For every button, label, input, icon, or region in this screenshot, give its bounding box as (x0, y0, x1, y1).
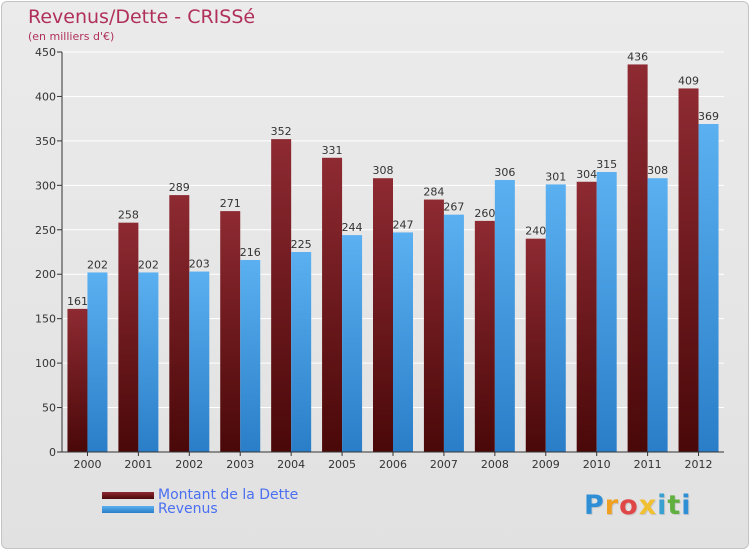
bar-dette (118, 222, 139, 452)
legend-swatch-revenus (102, 505, 154, 513)
bar-dette (322, 157, 343, 452)
x-tick-label: 2001 (124, 458, 152, 471)
bar-dette (169, 195, 190, 452)
data-label-dette: 308 (373, 164, 394, 177)
bar-revenus (393, 232, 413, 452)
legend-label-revenus: Revenus (158, 501, 218, 517)
data-label-dette: 258 (118, 209, 139, 222)
bar-revenus (443, 214, 464, 452)
logo-letter: r (604, 490, 620, 521)
bar-dette (67, 308, 88, 452)
bar-dette (474, 220, 495, 452)
data-label-revenus: 308 (647, 164, 668, 177)
data-label-revenus: 315 (596, 158, 617, 171)
y-tick-label: 0 (49, 446, 56, 459)
legend-item-dette: Montant de la Dette (102, 487, 299, 503)
y-tick-label: 350 (35, 135, 56, 148)
x-tick-label: 2009 (532, 458, 560, 471)
bar-revenus (545, 184, 566, 452)
proxiti-logo: Proxiti (584, 490, 692, 521)
bar-revenus (342, 235, 363, 452)
data-label-dette: 240 (525, 225, 546, 238)
y-tick-label: 450 (35, 46, 56, 59)
data-label-revenus: 369 (698, 110, 719, 123)
data-label-dette: 331 (322, 144, 343, 157)
logo-letter: P (584, 490, 605, 521)
data-label-dette: 304 (576, 168, 597, 181)
bar-revenus (494, 180, 515, 452)
bar-dette (220, 211, 241, 452)
data-label-dette: 161 (67, 295, 88, 308)
bar-revenus (138, 272, 159, 452)
logo-letter: i (657, 490, 668, 521)
y-tick-label: 400 (35, 90, 56, 103)
y-tick-label: 300 (35, 179, 56, 192)
y-tick-label: 200 (35, 268, 56, 281)
data-label-revenus: 225 (291, 238, 312, 251)
data-label-revenus: 306 (494, 166, 515, 179)
data-label-revenus: 202 (87, 258, 108, 271)
bar-dette (576, 181, 597, 452)
legend-item-revenus: Revenus (102, 501, 298, 517)
legend-label-dette: Montant de la Dette (158, 487, 299, 503)
x-tick-label: 2011 (634, 458, 662, 471)
bar-revenus (596, 172, 617, 452)
x-tick-label: 2007 (430, 458, 458, 471)
legend-swatch-dette (102, 491, 154, 499)
data-label-revenus: 267 (443, 201, 464, 214)
bar-revenus (647, 178, 668, 452)
y-tick-label: 150 (35, 313, 56, 326)
y-tick-label: 50 (42, 402, 56, 415)
bar-dette (423, 199, 444, 452)
bar-dette (373, 178, 393, 452)
data-label-revenus: 301 (545, 170, 566, 183)
x-tick-label: 2012 (685, 458, 713, 471)
bar-revenus (189, 271, 210, 452)
data-label-dette: 409 (678, 74, 699, 87)
x-tick-label: 2002 (175, 458, 203, 471)
bar-revenus (87, 272, 108, 452)
data-label-dette: 271 (220, 197, 241, 210)
x-tick-label: 2004 (277, 458, 305, 471)
data-label-dette: 284 (423, 186, 444, 199)
bar-dette (525, 238, 546, 452)
x-tick-label: 2005 (328, 458, 356, 471)
data-label-revenus: 203 (189, 258, 210, 271)
data-label-revenus: 247 (393, 218, 414, 231)
data-label-revenus: 244 (342, 221, 363, 234)
data-label-revenus: 202 (138, 258, 159, 271)
data-label-dette: 289 (169, 181, 190, 194)
x-tick-label: 2006 (379, 458, 407, 471)
logo-letter: o (619, 490, 639, 521)
data-label-revenus: 216 (240, 246, 261, 259)
y-tick-label: 100 (35, 357, 56, 370)
data-label-dette: 352 (271, 125, 292, 138)
logo-letter: i (681, 490, 692, 521)
x-tick-label: 2008 (481, 458, 509, 471)
legend: Montant de la Dette Revenus (102, 487, 299, 517)
bar-revenus (240, 260, 261, 452)
bar-revenus (698, 124, 719, 452)
x-tick-label: 2000 (73, 458, 101, 471)
bar-dette (678, 88, 699, 452)
bar-dette (271, 139, 292, 452)
x-tick-label: 2003 (226, 458, 254, 471)
chart-title: Revenus/Dette - CRISSé (28, 6, 256, 28)
chart-subtitle: (en milliers d'€) (28, 30, 115, 43)
x-tick-label: 2010 (583, 458, 611, 471)
bar-dette (627, 64, 648, 452)
bar-revenus (291, 252, 312, 452)
data-label-dette: 260 (474, 207, 495, 220)
logo-letter: x (638, 490, 658, 521)
logo-letter: t (667, 490, 682, 521)
y-tick-label: 250 (35, 224, 56, 237)
data-label-dette: 436 (627, 50, 648, 63)
